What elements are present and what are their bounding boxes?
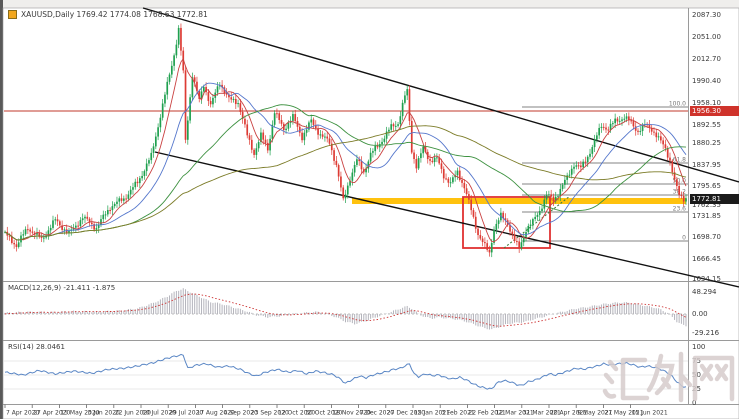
svg-text:4 Sep 2020: 4 Sep 2020 [224,410,258,417]
svg-text:1762.35: 1762.35 [692,201,721,209]
svg-text:1666.45: 1666.45 [692,255,721,263]
chart-icon [8,10,17,19]
svg-text:18 Nov 2020: 18 Nov 2020 [332,410,371,417]
svg-text:3 Jun 2020: 3 Jun 2020 [88,410,120,417]
svg-text:30 Oct 2020: 30 Oct 2020 [305,410,342,417]
svg-text:29 Jul 2020: 29 Jul 2020 [169,410,203,417]
svg-text:100: 100 [692,343,705,351]
svg-text:12 Mar 2021: 12 Mar 2021 [496,410,534,417]
watermark: 汇外网 [600,348,739,410]
svg-text:1731.85: 1731.85 [692,212,721,220]
svg-text:9 May 2021: 9 May 2021 [577,410,612,417]
svg-text:2051.00: 2051.00 [692,33,721,41]
svg-text:22 Feb 2021: 22 Feb 2021 [468,410,506,417]
svg-text:27 Apr 2020: 27 Apr 2020 [33,410,70,417]
svg-text:12 Oct 2020: 12 Oct 2020 [278,410,315,417]
chart-title: XAUUSD,Daily 1769.42 1774.08 1768.63 177… [21,10,208,19]
svg-text:15 Jun 2021: 15 Jun 2021 [632,410,668,417]
svg-text:17 Aug 2020: 17 Aug 2020 [196,410,235,417]
window-edge [0,0,3,419]
svg-text:61.8: 61.8 [673,157,687,164]
svg-text:1837.95: 1837.95 [692,161,721,169]
svg-text:15 Jan 2021: 15 Jan 2021 [414,410,450,417]
svg-text:3 Feb 2021: 3 Feb 2021 [441,410,475,417]
svg-text:1795.65: 1795.65 [692,182,721,190]
price-axis[interactable]: 2087.30 2051.00 2012.70 1990.40 1958.10 1892.… [692,11,721,283]
candlestick-series [4,23,687,258]
watermark-glyphs [602,351,735,403]
svg-text:48.294: 48.294 [692,288,717,296]
svg-text:1990.40: 1990.40 [692,77,721,85]
svg-text:0: 0 [692,399,696,407]
svg-text:7 Apr 2020: 7 Apr 2020 [6,410,39,417]
svg-text:27 May 2021: 27 May 2021 [604,410,643,417]
svg-text:2012.70: 2012.70 [692,55,721,63]
svg-text:1634.15: 1634.15 [692,275,721,283]
rsi-indicator-label: RSI(14) 28.0461 [8,343,65,351]
resistance-price-badge: 1956.30 [690,106,739,116]
svg-text:7 Dec 2020: 7 Dec 2020 [360,410,395,417]
svg-text:27 Dec 2020: 27 Dec 2020 [387,410,426,417]
svg-text:2087.30: 2087.30 [692,11,721,19]
svg-text:31 Mar 2021: 31 Mar 2021 [523,410,561,417]
current-price-badge: 1772.81 [690,194,739,204]
svg-text:20 Apr 2021: 20 Apr 2021 [550,410,587,417]
support-band [352,198,686,204]
svg-text:-29.216: -29.216 [692,329,720,337]
svg-text:1698.70: 1698.70 [692,233,721,241]
svg-text:1892.55: 1892.55 [692,121,721,129]
macd-indicator-label: MACD(12,26,9) -21.411 -1.875 [8,284,116,292]
svg-text:50.0: 50.0 [673,178,687,185]
svg-text:10 Jul 2020: 10 Jul 2020 [142,410,176,417]
trendlines [142,7,739,288]
svg-text:23 Sep 2020: 23 Sep 2020 [251,410,289,417]
svg-text:0.00: 0.00 [692,310,708,318]
macd-pane: 48.294 0.00 -29.216 [4,288,720,337]
svg-text:15 May 2020: 15 May 2020 [60,410,99,417]
svg-text:23.6: 23.6 [673,206,687,213]
svg-text:0: 0 [682,235,686,242]
moving-averages [4,57,687,243]
svg-text:100.0: 100.0 [669,101,686,108]
svg-text:1880.25: 1880.25 [692,139,721,147]
svg-text:1958.10: 1958.10 [692,99,721,107]
chart-title-bar: XAUUSD,Daily 1769.42 1774.08 1768.63 177… [8,10,208,19]
svg-text:22 Jun 2020: 22 Jun 2020 [115,410,151,417]
